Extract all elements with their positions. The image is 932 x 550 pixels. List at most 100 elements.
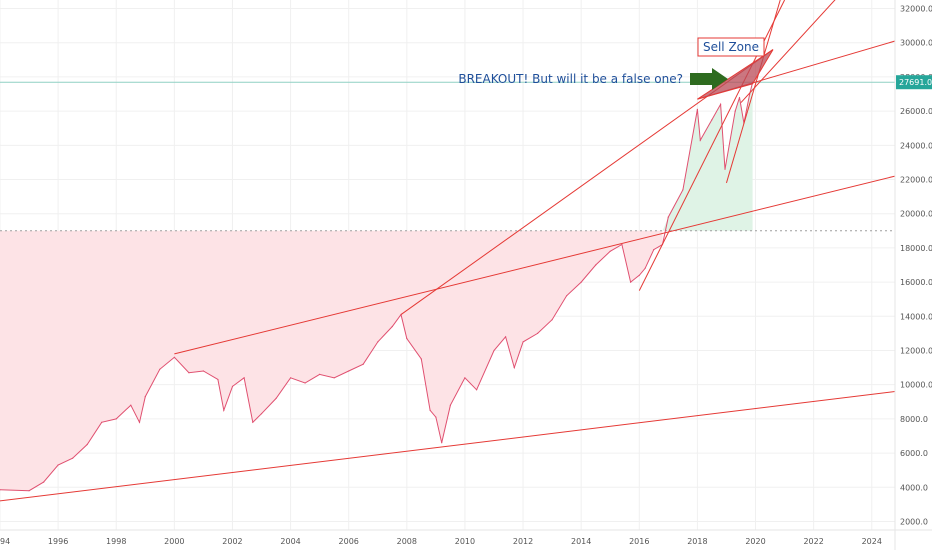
- price-point: [537, 332, 539, 334]
- price-point: [406, 337, 408, 340]
- x-tick-label: 1994: [0, 537, 10, 546]
- y-tick-label: 6000.0: [900, 449, 928, 458]
- price-point: [630, 281, 632, 283]
- price-point: [699, 139, 701, 141]
- sell-zone-box: [697, 37, 765, 57]
- x-tick-label: 2024: [862, 537, 882, 546]
- trendline[interactable]: [174, 175, 896, 355]
- price-point: [667, 216, 669, 218]
- price-point: [362, 363, 364, 365]
- breakout-annotation: BREAKOUT! But will it be a false one?: [458, 72, 683, 86]
- price-point: [738, 96, 741, 99]
- price-point: [188, 372, 190, 374]
- price-point: [101, 421, 103, 423]
- price-point: [609, 250, 611, 252]
- price-point: [138, 421, 141, 423]
- price-point: [130, 404, 132, 406]
- price-point: [223, 409, 225, 411]
- x-tick-label: 2012: [513, 537, 533, 546]
- x-tick-label: 2010: [455, 537, 475, 546]
- y-tick-label: 14000.0: [900, 312, 932, 321]
- price-point: [449, 404, 451, 406]
- x-tick-label: 2002: [222, 537, 242, 546]
- x-tick-label: 1998: [106, 537, 126, 546]
- price-point: [159, 368, 161, 370]
- price-point: [720, 103, 722, 105]
- price-point: [144, 396, 146, 398]
- trendline[interactable]: [0, 391, 896, 502]
- price-point: [57, 464, 59, 466]
- last-price-label: 27691.0: [899, 78, 932, 87]
- y-tick-label: 26000.0: [900, 107, 932, 116]
- price-point: [391, 325, 393, 328]
- sell-zone-label: Sell Zone: [703, 40, 759, 54]
- y-tick-label: 2000.0: [900, 517, 928, 526]
- area-fills: [0, 82, 753, 491]
- price-point: [505, 336, 507, 338]
- price-point: [275, 397, 277, 399]
- price-point: [522, 341, 524, 343]
- price-point: [653, 249, 655, 251]
- price-point: [260, 413, 263, 415]
- price-point: [115, 418, 117, 420]
- loss-area-fill: [0, 230, 663, 491]
- y-tick-label: 12000.0: [900, 346, 932, 355]
- y-tick-label: 4000.0: [900, 483, 928, 492]
- price-point: [513, 367, 515, 369]
- x-tick-label: 2018: [687, 537, 707, 546]
- price-point: [252, 421, 254, 423]
- price-point: [377, 341, 379, 343]
- price-point: [28, 490, 30, 492]
- price-point: [348, 370, 350, 372]
- x-tick-label: 2014: [571, 537, 591, 546]
- price-point: [231, 385, 234, 387]
- y-tick-label: 30000.0: [900, 39, 932, 48]
- price-point: [333, 377, 335, 379]
- price-point: [476, 389, 478, 391]
- x-tick-label: 2016: [629, 537, 649, 546]
- x-tick-label: 2022: [803, 537, 823, 546]
- y-tick-label: 24000.0: [900, 141, 932, 150]
- price-point: [724, 168, 726, 170]
- y-tick-label: 10000.0: [900, 381, 932, 390]
- price-point: [644, 267, 646, 269]
- gain-area-fill: [662, 82, 753, 231]
- x-tick-label: 2020: [745, 537, 765, 546]
- trendline[interactable]: [740, 0, 843, 103]
- price-point: [420, 358, 422, 360]
- price-point: [217, 378, 219, 381]
- price-point: [551, 319, 553, 321]
- price-point: [711, 119, 713, 121]
- last-price-badge: [896, 75, 932, 90]
- price-point: [595, 264, 597, 266]
- x-tick-label: 2008: [397, 537, 417, 546]
- x-tick-label: 1996: [48, 537, 68, 546]
- x-tick-label: 2000: [164, 537, 184, 546]
- y-tick-label: 18000.0: [900, 244, 932, 253]
- price-point: [429, 409, 431, 411]
- y-tick-label: 32000.0: [900, 5, 932, 14]
- price-point: [243, 377, 245, 379]
- x-tick-label: 2006: [339, 537, 359, 546]
- x-tick-label: 2004: [280, 537, 300, 546]
- y-tick-label: 16000.0: [900, 278, 932, 287]
- trendline[interactable]: [725, 0, 781, 184]
- annotations: BREAKOUT! But will it be a false one? Se…: [458, 37, 765, 90]
- price-point: [638, 274, 640, 276]
- price-point: [86, 443, 88, 446]
- price-point: [441, 442, 443, 444]
- price-point: [734, 110, 736, 112]
- price-point: [435, 416, 437, 418]
- price-point: [566, 295, 568, 297]
- price-point: [319, 373, 321, 375]
- y-tick-label: 22000.0: [900, 176, 932, 185]
- price-point: [580, 281, 582, 283]
- price-point: [464, 377, 466, 379]
- price-point: [43, 481, 45, 483]
- y-tick-label: 20000.0: [900, 210, 932, 219]
- price-point: [304, 382, 306, 384]
- price-point: [202, 370, 204, 372]
- y-tick-label: 8000.0: [900, 415, 928, 424]
